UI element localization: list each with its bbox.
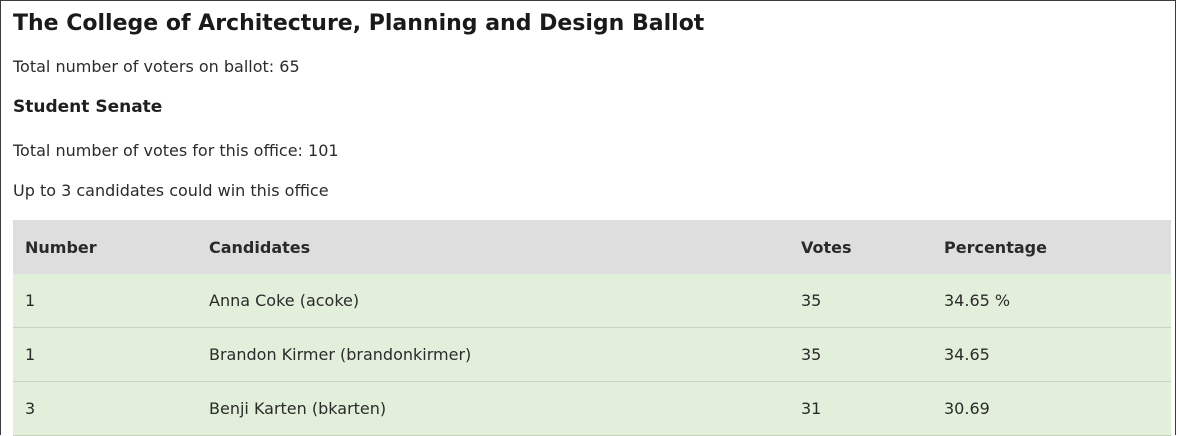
row-votes: 31 bbox=[789, 381, 932, 436]
table-row: 1 Brandon Kirmer (brandonkirmer) 35 34.6… bbox=[13, 327, 1171, 382]
row-percentage: 34.65 bbox=[932, 327, 1171, 382]
table-header-row: Number Candidates Votes Percentage bbox=[13, 220, 1171, 274]
total-voters-text: Total number of voters on ballot: 65 bbox=[13, 57, 300, 76]
ballot-title: The College of Architecture, Planning an… bbox=[13, 11, 705, 36]
office-title: Student Senate bbox=[13, 97, 163, 117]
row-votes: 35 bbox=[789, 327, 932, 382]
header-votes: Votes bbox=[789, 220, 932, 274]
row-number: 1 bbox=[13, 327, 197, 382]
header-number: Number bbox=[13, 220, 197, 274]
table-row: 3 Benji Karten (bkarten) 31 30.69 bbox=[13, 381, 1171, 436]
results-table: Number Candidates Votes Percentage 1 Ann… bbox=[13, 220, 1171, 436]
table-row: 1 Anna Coke (acoke) 35 34.65 % bbox=[13, 274, 1171, 328]
total-votes-text: Total number of votes for this office: 1… bbox=[13, 141, 339, 160]
header-percentage: Percentage bbox=[932, 220, 1171, 274]
row-candidate: Brandon Kirmer (brandonkirmer) bbox=[197, 327, 789, 382]
row-candidate: Benji Karten (bkarten) bbox=[197, 381, 789, 436]
row-percentage: 30.69 bbox=[932, 381, 1171, 436]
row-number: 3 bbox=[13, 381, 197, 436]
row-number: 1 bbox=[13, 274, 197, 328]
header-candidates: Candidates bbox=[197, 220, 789, 274]
row-candidate: Anna Coke (acoke) bbox=[197, 274, 789, 328]
row-votes: 35 bbox=[789, 274, 932, 328]
winners-allowed-text: Up to 3 candidates could win this office bbox=[13, 181, 329, 200]
row-percentage: 34.65 % bbox=[932, 274, 1171, 328]
